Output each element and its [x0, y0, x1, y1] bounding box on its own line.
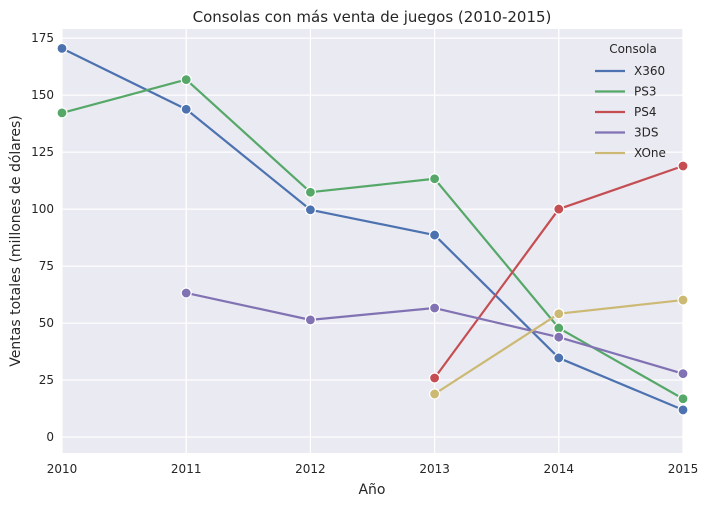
series-line-ps3: [61, 78, 684, 400]
plot-background: [62, 29, 683, 453]
y-tick-label: 150: [31, 88, 54, 102]
legend-label-3ds: 3DS: [634, 126, 659, 140]
legend-title: Consola: [609, 42, 657, 56]
legend-label-xone: XOne: [634, 146, 666, 160]
series-line-x360: [61, 47, 684, 411]
data-point-ps3: [180, 74, 192, 86]
data-point-3ds: [429, 302, 441, 314]
legend-label-x360: X360: [634, 64, 665, 78]
data-point-ps3: [677, 393, 689, 405]
y-tick-label: 75: [39, 259, 54, 273]
y-axis-title: Ventas totales (millones de dólares): [8, 115, 24, 366]
data-point-3ds: [677, 368, 689, 380]
data-point-ps4: [429, 372, 441, 384]
data-point-ps4: [677, 160, 689, 172]
y-tick-label: 50: [39, 316, 54, 330]
data-point-xone: [677, 294, 689, 306]
data-point-x360: [677, 404, 689, 416]
data-point-x360: [429, 229, 441, 241]
data-point-x360: [553, 352, 565, 364]
chart-title: Consolas con más venta de juegos (2010-2…: [193, 8, 552, 26]
data-point-x360: [180, 103, 192, 115]
series-markers: [56, 42, 689, 416]
data-point-xone: [429, 388, 441, 400]
data-point-3ds: [553, 331, 565, 343]
data-point-ps3: [553, 322, 565, 334]
data-point-x360: [304, 204, 316, 216]
y-tick-label: 0: [46, 430, 54, 444]
x-tick-label: 2012: [295, 462, 326, 476]
x-tick-label: 2010: [47, 462, 78, 476]
y-tick-label: 100: [31, 202, 54, 216]
data-point-ps4: [553, 203, 565, 215]
x-tick-label: 2013: [419, 462, 450, 476]
data-point-ps3: [429, 173, 441, 185]
data-point-ps3: [304, 186, 316, 198]
data-point-3ds: [304, 314, 316, 326]
y-tick-label: 25: [39, 373, 54, 387]
grid-lines: [61, 29, 684, 453]
data-point-3ds: [180, 287, 192, 299]
data-point-ps3: [56, 107, 68, 119]
x-tick-label: 2015: [668, 462, 699, 476]
x-axis-title: Año: [358, 482, 385, 498]
legend-label-ps3: PS3: [634, 85, 657, 99]
x-tick-labels: 2010 2011 2012 2013 2014 2015: [47, 462, 699, 476]
data-point-xone: [553, 308, 565, 320]
legend-label-ps4: PS4: [634, 105, 657, 119]
x-tick-label: 2011: [171, 462, 202, 476]
y-tick-label: 175: [31, 31, 54, 45]
y-tick-labels: 0 25 50 75 100 125 150 175: [31, 31, 54, 444]
x-tick-label: 2014: [544, 462, 575, 476]
legend: Consola X360 PS3 PS4 3DS XOne: [595, 42, 666, 160]
data-point-x360: [56, 42, 68, 54]
y-tick-label: 125: [31, 145, 54, 159]
